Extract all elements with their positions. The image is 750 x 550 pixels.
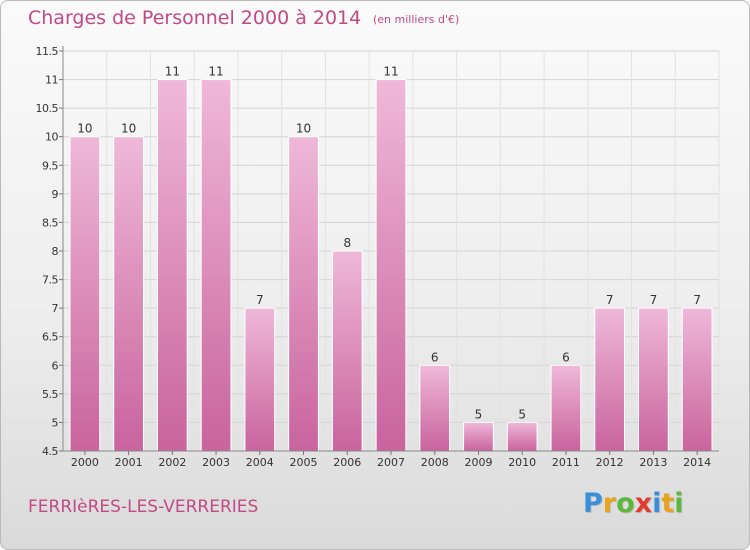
data-label: 11 xyxy=(208,65,223,79)
x-tick-label: 2006 xyxy=(333,456,361,469)
data-label: 10 xyxy=(121,122,136,136)
bar xyxy=(638,307,669,452)
bar xyxy=(681,307,713,452)
x-tick-label: 2002 xyxy=(158,456,186,469)
x-tick-label: 2005 xyxy=(290,456,318,469)
y-tick-label: 8 xyxy=(52,245,59,258)
data-label: 11 xyxy=(165,65,180,79)
data-label: 7 xyxy=(256,293,264,307)
data-label: 6 xyxy=(431,350,439,364)
data-label: 7 xyxy=(693,293,701,307)
y-tick-label: 11 xyxy=(45,74,58,87)
y-tick-label: 5 xyxy=(52,416,59,429)
logo-letter: o xyxy=(616,488,635,519)
logo-letter: r xyxy=(602,488,617,519)
y-tick-label: 10.5 xyxy=(36,102,59,115)
x-tick-label: 2007 xyxy=(377,456,405,469)
x-tick-label: 2003 xyxy=(202,456,230,469)
bars: 10 10 11 11 7 10 8 11 6 5 5 6 7 7 7 xyxy=(69,65,713,452)
bar xyxy=(69,136,101,452)
x-tick-label: 2004 xyxy=(246,456,274,469)
bar xyxy=(506,421,538,452)
data-label: 11 xyxy=(383,65,398,79)
x-tick-label: 2010 xyxy=(508,456,536,469)
x-tick-label: 2014 xyxy=(683,456,711,469)
data-label: 8 xyxy=(343,236,351,250)
x-tick-label: 2012 xyxy=(596,456,624,469)
y-tick-label: 6 xyxy=(52,359,59,372)
bar xyxy=(463,421,494,452)
logo-letter: i xyxy=(652,488,662,519)
bar xyxy=(200,79,232,452)
x-tick-label: 2008 xyxy=(421,456,449,469)
y-tick-label: 6.5 xyxy=(42,331,58,344)
bar xyxy=(331,250,363,452)
y-tick-label: 11.5 xyxy=(36,45,59,58)
data-label: 10 xyxy=(296,122,311,136)
data-label: 7 xyxy=(606,293,614,307)
bar xyxy=(594,307,626,452)
logo-letter: i xyxy=(674,488,684,519)
y-tick-label: 8.5 xyxy=(42,216,58,229)
chart-title: Charges de Personnel 2000 à 2014 xyxy=(28,7,362,29)
x-tick-label: 2000 xyxy=(71,456,99,469)
bar xyxy=(375,79,407,452)
axes: 4.5 5 5.5 6 6.5 7 7.5 8 8.5 9 9.5 10 10.5 11 11.5 2000 2… xyxy=(36,45,719,469)
commune-name: FERRIèRES-LES-VERRERIES xyxy=(28,497,259,517)
bar xyxy=(244,307,276,452)
y-tick-label: 9 xyxy=(52,188,59,201)
y-tick-label: 7 xyxy=(52,302,59,315)
bar xyxy=(419,364,451,452)
x-tick-label: 2009 xyxy=(464,456,492,469)
logo-letter: P xyxy=(583,488,603,519)
y-tick-label: 4.5 xyxy=(42,445,58,458)
x-tick-label: 2001 xyxy=(115,456,143,469)
data-label: 6 xyxy=(562,350,570,364)
x-tick-label: 2013 xyxy=(639,456,667,469)
proxiti-logo: Proxiti xyxy=(583,488,684,519)
bar xyxy=(550,364,582,452)
logo-letter: t xyxy=(661,488,675,519)
x-tick-label: 2011 xyxy=(552,456,580,469)
y-tick-label: 7.5 xyxy=(42,274,58,287)
y-tick-label: 5.5 xyxy=(42,388,58,401)
bar xyxy=(113,136,144,452)
y-tick-label: 10 xyxy=(45,131,58,144)
logo-letter: x xyxy=(634,488,653,519)
chart-unit: (en milliers d'€) xyxy=(373,13,460,26)
data-label: 5 xyxy=(518,407,526,421)
y-tick-label: 9.5 xyxy=(42,159,58,172)
bar xyxy=(156,79,188,452)
data-label: 5 xyxy=(475,407,483,421)
bar xyxy=(288,136,319,452)
data-label: 7 xyxy=(650,293,658,307)
data-label: 10 xyxy=(77,122,92,136)
